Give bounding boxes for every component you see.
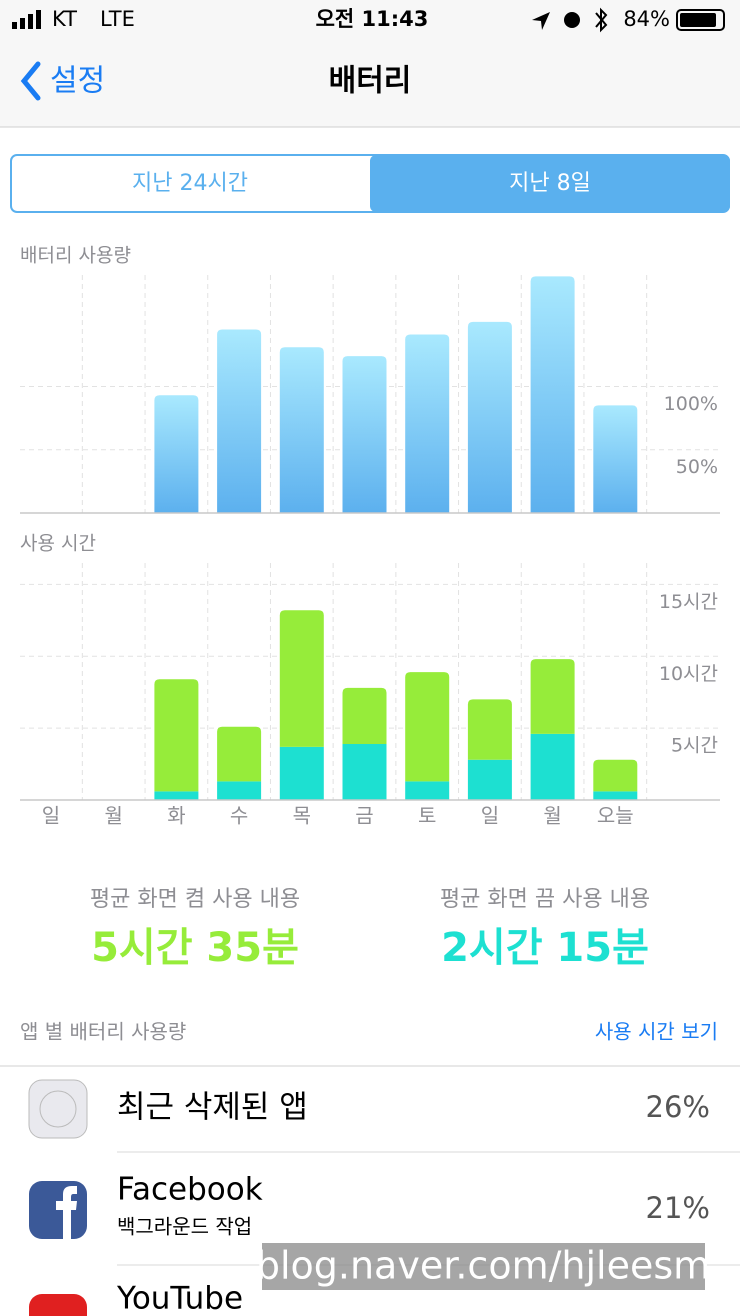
- signal: [12, 10, 41, 29]
- battery-percent: 84%: [623, 7, 670, 31]
- bar-segment: [405, 672, 450, 782]
- bar-segment: [593, 759, 638, 792]
- list-link[interactable]: 사용 시간 보기: [595, 1020, 718, 1044]
- bar: [342, 356, 387, 513]
- back-chevron[interactable]: [20, 61, 41, 101]
- app-icon: [28, 1079, 88, 1139]
- bar-segment: [405, 781, 450, 800]
- bluetooth-icon: [595, 7, 608, 33]
- x-tick-label: 월: [104, 804, 122, 828]
- bar-segment: [279, 610, 324, 747]
- chart-title: 배터리 사용량: [20, 245, 131, 267]
- summary-label: 평균 화면 켬 사용 내용: [90, 887, 300, 912]
- clock: 오전 11:43: [316, 7, 429, 31]
- x-tick-label: 토: [418, 804, 436, 828]
- app-detail: 백그라운드 작업: [117, 1215, 252, 1239]
- app-name[interactable]: 최근 삭제된 앱: [117, 1090, 308, 1126]
- y-tick-label: 5시간: [671, 735, 718, 757]
- top-bar: [0, 0, 740, 127]
- bar-segment: [217, 726, 262, 782]
- icon-grid: [39, 1090, 77, 1128]
- segment[interactable]: 지난 8일: [509, 171, 591, 196]
- bar: [593, 405, 638, 513]
- app-percent: 26%: [646, 1090, 710, 1124]
- bar-segment: [154, 679, 199, 792]
- bar-segment: [530, 659, 575, 734]
- watermark-bg: [262, 1243, 705, 1290]
- bar-segment: [217, 781, 262, 800]
- bar: [530, 276, 575, 513]
- bar: [154, 395, 199, 513]
- app-icon: [29, 1294, 87, 1316]
- x-tick-label: 월: [543, 804, 561, 828]
- x-tick-label: 수: [230, 804, 248, 828]
- app-name[interactable]: YouTube: [116, 1281, 243, 1316]
- bar-segment: [467, 699, 512, 760]
- back-button[interactable]: 설정: [50, 64, 105, 99]
- app-name[interactable]: Facebook: [117, 1172, 263, 1208]
- carrier: KT: [52, 7, 77, 31]
- battery-icon: [676, 9, 725, 31]
- bar-segment: [279, 746, 324, 800]
- x-tick-label: 일: [481, 804, 499, 828]
- location-icon: [532, 12, 550, 30]
- bar: [279, 347, 324, 513]
- watermark: blog.naver.com/hjleesm: [256, 1244, 710, 1288]
- y-tick-label: 15시간: [659, 591, 718, 613]
- bar: [467, 321, 512, 513]
- chart-title: 사용 시간: [20, 533, 96, 555]
- x-tick-label: 오늘: [597, 804, 634, 828]
- x-tick-label: 화: [167, 804, 185, 828]
- bar-segment: [593, 791, 638, 800]
- summary-value: 2시간 15분: [441, 925, 649, 971]
- bar: [217, 329, 262, 513]
- x-tick-label: 금: [355, 804, 373, 828]
- y-tick-label: 50%: [676, 456, 718, 478]
- icon-glyph: [56, 1186, 77, 1239]
- bar-segment: [342, 687, 387, 744]
- network: LTE: [100, 7, 135, 31]
- bar-segment: [342, 743, 387, 800]
- y-tick-label: 100%: [664, 393, 718, 415]
- y-tick-label: 10시간: [659, 663, 718, 685]
- x-tick-label: 목: [293, 804, 311, 828]
- bar-segment: [467, 759, 512, 800]
- x-tick-label: 일: [42, 804, 60, 828]
- nav-title: 배터리: [329, 64, 412, 99]
- list-title: 앱 별 배터리 사용량: [20, 1020, 186, 1044]
- summary-label: 평균 화면 끔 사용 내용: [440, 887, 650, 912]
- bar-segment: [154, 791, 199, 800]
- segment-selected: [370, 155, 730, 212]
- bar-segment: [530, 733, 575, 800]
- list-header-bg: [0, 1000, 740, 1066]
- segment[interactable]: 지난 24시간: [132, 171, 248, 196]
- alarm-icon: [564, 12, 580, 28]
- summary-value: 5시간 35분: [91, 925, 299, 971]
- app-percent: 21%: [646, 1191, 710, 1225]
- battery-level: [680, 13, 716, 27]
- bar: [405, 334, 450, 513]
